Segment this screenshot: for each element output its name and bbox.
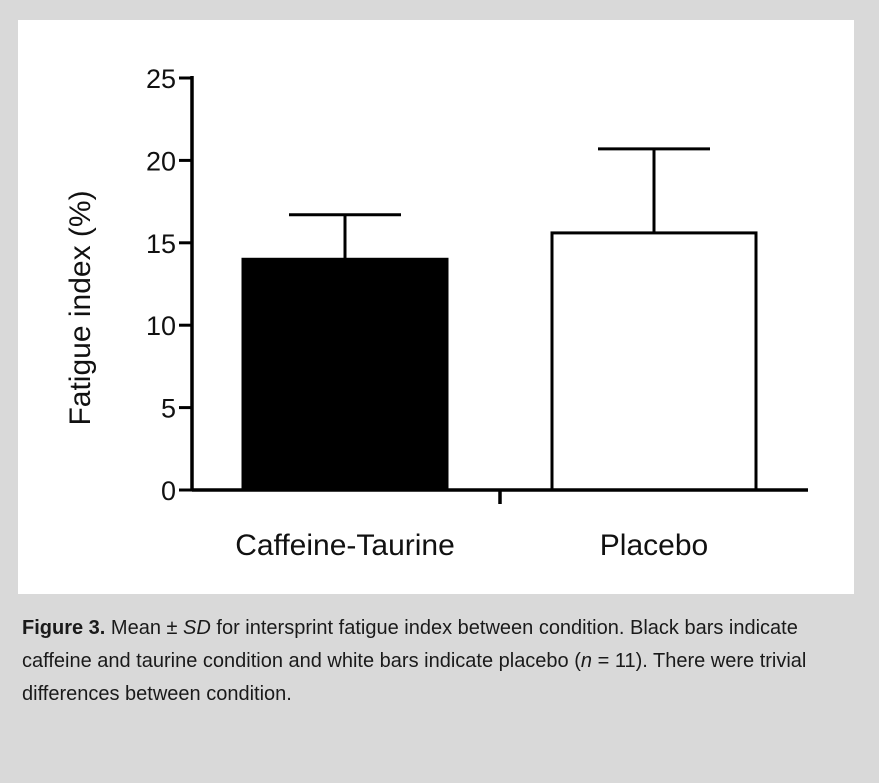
figure-panel: Fatigue index (%) Caffeine-Taurine Placeb… bbox=[18, 20, 854, 594]
y-axis-label: Fatigue index (%) bbox=[64, 190, 97, 425]
caption-n: n bbox=[580, 650, 593, 672]
caption-sd: SD bbox=[183, 617, 211, 639]
y-tick-label: 10 bbox=[146, 311, 176, 341]
figure-caption: Figure 3. Mean ± SD for intersprint fati… bbox=[22, 612, 862, 711]
y-tick-label: 5 bbox=[161, 394, 176, 424]
x-tick-label: Placebo bbox=[600, 529, 708, 562]
y-tick-label: 25 bbox=[146, 64, 176, 94]
bar bbox=[241, 257, 449, 492]
caption-label: Figure 3. bbox=[22, 617, 106, 639]
bar bbox=[550, 231, 758, 492]
bar-chart: Fatigue index (%) Caffeine-Taurine Placeb… bbox=[64, 64, 808, 562]
y-tick-label: 20 bbox=[146, 146, 176, 176]
y-tick-label: 15 bbox=[146, 229, 176, 259]
caption-text-3: = 11). There were trivial differences be… bbox=[22, 650, 807, 705]
x-tick-label: Caffeine-Taurine bbox=[235, 529, 455, 562]
caption-text-2: for intersprint fatigue index between co… bbox=[22, 617, 798, 672]
y-tick-label: 0 bbox=[161, 476, 176, 506]
caption-text-1: Mean ± bbox=[105, 617, 184, 639]
